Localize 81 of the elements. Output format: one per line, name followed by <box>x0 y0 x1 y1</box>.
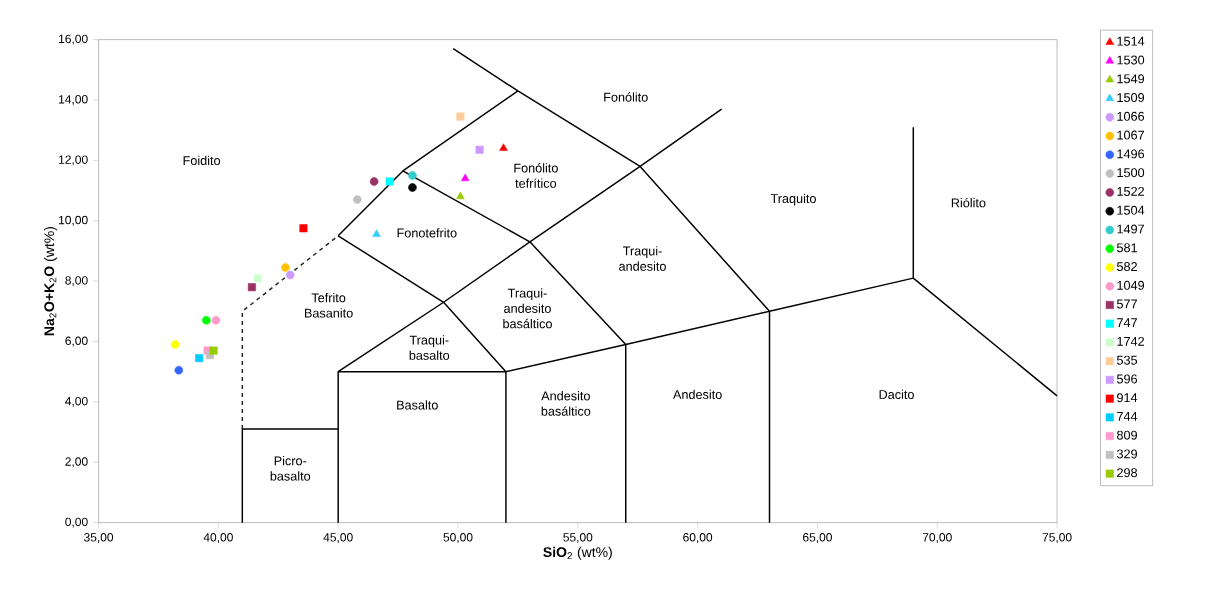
legend-label: 1514 <box>1117 36 1145 46</box>
point <box>174 365 184 375</box>
annotation: Fonólito <box>604 92 648 102</box>
point <box>299 224 308 233</box>
point <box>247 283 256 292</box>
legend-label: 1509 <box>1117 93 1145 103</box>
point <box>211 316 221 325</box>
legend-label: 1549 <box>1117 74 1145 84</box>
legend-label: 1504 <box>1117 205 1145 215</box>
annotation: Picro- basalto <box>270 455 311 481</box>
annotation: Foidito <box>183 155 221 166</box>
x-axis-title: SiO$_{2}$ (wt%) <box>543 546 612 560</box>
point <box>285 270 295 280</box>
x-tick-label: 75,00 <box>1042 533 1072 543</box>
point <box>385 177 394 186</box>
legend-label: 1522 <box>1117 186 1145 196</box>
legend-label: 329 <box>1116 449 1137 459</box>
point <box>408 183 417 192</box>
legend-label: 744 <box>1117 412 1138 421</box>
annotation: Traquito <box>770 193 816 206</box>
point <box>408 171 417 180</box>
legend-label: 298 <box>1117 468 1138 478</box>
y-tick-label: 12,00 <box>59 155 88 166</box>
y-tick-label: 10,00 <box>59 215 88 226</box>
y-axis-title: Na$_{2}$O+K$_{2}$O (wt%) <box>43 227 57 336</box>
x-tick-label: 45,00 <box>323 533 353 543</box>
x-tick-label: 35,00 <box>83 533 114 543</box>
legend-label: 577 <box>1116 299 1137 309</box>
x-tick-label: 65,00 <box>803 533 832 543</box>
annotation: Traqui- andesito basáltico <box>503 288 552 329</box>
annotation: Basalto <box>397 400 438 410</box>
annotation: Tefrito Basanito <box>304 292 353 318</box>
point <box>475 145 484 154</box>
annotation: Fonólito tefrítico <box>514 163 558 188</box>
x-tick-label: 60,00 <box>683 533 713 543</box>
annotation: Traqui- basalto <box>409 335 450 360</box>
legend-label: 596 <box>1116 374 1138 384</box>
x-tick-label: 40,00 <box>203 533 233 543</box>
point <box>170 340 180 349</box>
x-tick-label: 70,00 <box>922 533 952 543</box>
annotation: Fonotefrito <box>397 228 457 238</box>
y-tick-label: 0,00 <box>65 517 88 528</box>
point <box>281 263 290 272</box>
legend-label: 1496 <box>1117 149 1145 159</box>
annotation: Andesito basáltico <box>541 391 591 416</box>
point <box>460 173 470 182</box>
legend-label: 747 <box>1117 318 1137 327</box>
y-tick-label: 2,00 <box>65 457 88 468</box>
point <box>202 316 211 325</box>
legend-label: 1066 <box>1117 111 1145 121</box>
legend-label: 914 <box>1117 393 1138 403</box>
point <box>195 354 204 363</box>
point <box>209 346 218 355</box>
legend-label: 581 <box>1116 243 1137 253</box>
legend-label: 1530 <box>1117 55 1145 65</box>
legend-label: 1742 <box>1117 336 1145 346</box>
point <box>499 143 508 151</box>
y-tick-label: 14,00 <box>59 95 88 105</box>
legend-label: 535 <box>1116 355 1138 365</box>
point <box>456 191 465 200</box>
point <box>456 112 465 121</box>
legend-label: 1067 <box>1117 130 1145 140</box>
point <box>369 177 379 186</box>
legend-label: 1049 <box>1117 280 1145 290</box>
x-tick-label: 50,00 <box>443 533 473 543</box>
legend-label: 809 <box>1117 430 1137 440</box>
annotation: Andesito <box>672 389 722 399</box>
point <box>353 195 362 204</box>
y-tick-label: 4,00 <box>65 396 88 407</box>
y-tick-label: 6,00 <box>65 336 88 347</box>
point <box>372 229 381 237</box>
annotation: Dacito <box>879 389 914 399</box>
x-tick-label: 55,00 <box>563 533 593 543</box>
annotation: Traqui- andesito <box>619 246 666 271</box>
point <box>253 274 262 283</box>
legend-label: 1497 <box>1117 224 1145 234</box>
annotation: Riólito <box>951 197 986 208</box>
legend-label: 582 <box>1116 262 1137 272</box>
y-tick-label: 16,00 <box>59 34 88 45</box>
y-tick-label: 8,00 <box>65 276 88 287</box>
legend-label: 1500 <box>1117 168 1145 178</box>
